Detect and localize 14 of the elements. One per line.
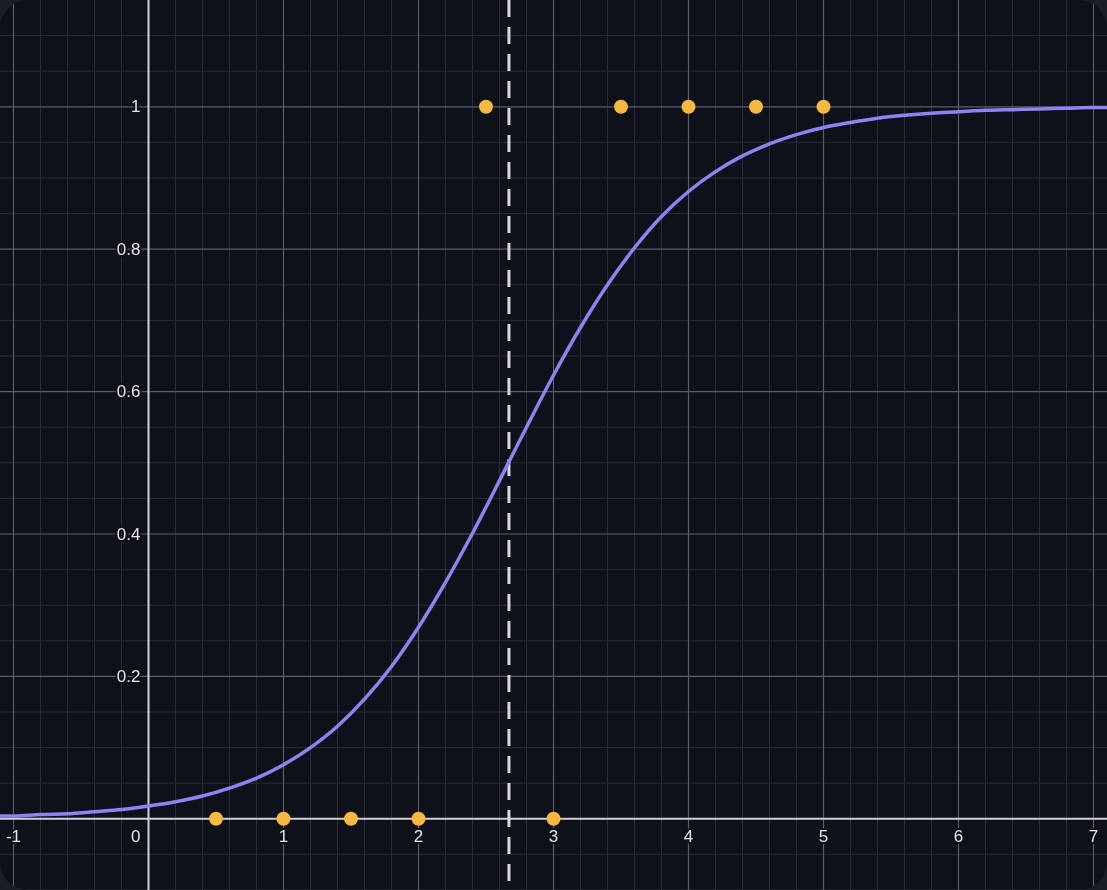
y-tick-label: 0.2 — [116, 666, 141, 686]
x-tick-label: 2 — [413, 827, 424, 847]
y-tick-label: 1 — [131, 97, 141, 117]
y-tick-label: 0.6 — [116, 382, 141, 402]
x-tick-label: 6 — [953, 827, 964, 847]
x-tick-label: 1 — [278, 827, 289, 847]
y-tick-label: 0.8 — [116, 239, 141, 259]
x-tick-label: -1 — [5, 827, 22, 847]
y-tick-label: 0.4 — [116, 524, 141, 544]
x-tick-label: 3 — [548, 827, 559, 847]
x-tick-label: 0 — [131, 827, 141, 847]
x-tick-label: 5 — [818, 827, 829, 847]
x-tick-label: 4 — [683, 827, 694, 847]
x-tick-label: 7 — [1088, 827, 1099, 847]
